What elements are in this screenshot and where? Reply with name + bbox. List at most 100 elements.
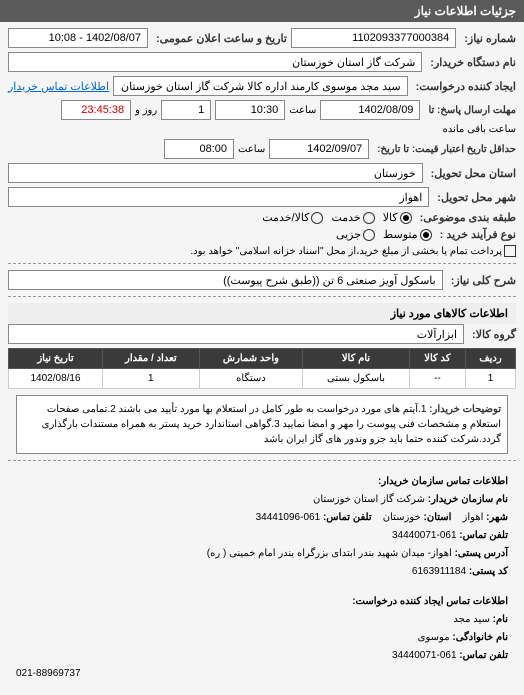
cphone-label: تلفن تماس: <box>459 650 508 661</box>
radio-icon <box>363 212 375 224</box>
contact-line: آدرس پستی: اهواز- میدان شهید بندر ابتدای… <box>16 545 508 563</box>
bpostal-value: 6163911184 <box>412 566 466 577</box>
creator-label: ایجاد کننده درخواست: <box>416 80 516 93</box>
bfax-value: 061-34440071 <box>392 530 457 541</box>
validity-date: 1402/09/07 <box>269 139 369 159</box>
divider <box>8 296 516 297</box>
row-payment: نوع فرآیند خرید : متوسط جزیی پرداخت تمام… <box>8 228 516 257</box>
bphone-value: 061-34441096 <box>256 512 321 523</box>
radio-label: کالا <box>383 211 398 224</box>
bprov-label: استان: <box>424 512 452 523</box>
bcity-value: اهواز <box>463 512 484 523</box>
goodsgroup-field: ابزارآلات <box>8 324 464 344</box>
form-area: شماره نیاز: 1102093377000384 تاریخ و ساع… <box>0 22 524 695</box>
contact-line: تلفن تماس: 061-34440071 <box>16 647 508 665</box>
radio-icon <box>400 212 412 224</box>
needdesc-label: شرح کلی نیاز: <box>451 274 516 287</box>
th-row: ردیف <box>466 349 516 369</box>
payment-radio-group: متوسط جزیی <box>336 228 432 241</box>
province-field: خوزستان <box>8 163 423 183</box>
radio-label: خدمت <box>331 211 360 224</box>
packaging-label: طبقه بندی موضوعی: <box>420 211 516 224</box>
goods-table: ردیف کد کالا نام کالا واحد شمارش تعداد /… <box>8 348 516 389</box>
cell-unit: دستگاه <box>199 369 303 389</box>
bphone-label: تلفن تماس: <box>323 512 372 523</box>
page-title: جزئیات اطلاعات نیاز <box>415 4 516 18</box>
cfamily-value: موسوی <box>418 632 450 643</box>
radio-item-partial[interactable]: جزیی <box>336 228 375 241</box>
checkbox-treasury[interactable]: پرداخت تمام یا بخشی از مبلغ خرید،از محل … <box>190 245 516 257</box>
row-deadline: مهلت ارسال پاسخ: تا 1402/08/09 ساعت 10:3… <box>8 100 516 135</box>
contact-link[interactable]: اطلاعات تماس خریدار <box>8 80 109 93</box>
publicdate-field: 1402/08/07 - 10:08 <box>8 28 148 48</box>
th-qty: تعداد / مقدار <box>103 349 200 369</box>
radio-label: جزیی <box>336 228 361 241</box>
row-needdesc: شرح کلی نیاز: باسکول آویز صنعتی 6 تن ((ط… <box>8 270 516 290</box>
cell-qty: 1 <box>103 369 200 389</box>
radio-label: متوسط <box>383 228 418 241</box>
row-city: شهر محل تحویل: اهواز <box>8 187 516 207</box>
buyerorg-field: شرکت گاز استان خوزستان <box>8 52 422 72</box>
radio-icon <box>311 212 323 224</box>
radio-label: کالا/خدمت <box>262 211 309 224</box>
validity-time-label: ساعت <box>238 144 265 155</box>
row-province: استان محل تحویل: خوزستان <box>8 163 516 183</box>
contact-line: نام: سید مجد <box>16 611 508 629</box>
payment-label: نوع فرآیند خرید : <box>440 228 516 241</box>
creator-contact-title: اطلاعات تماس ایجاد کننده درخواست: <box>16 593 508 611</box>
radio-item-medium[interactable]: متوسط <box>383 228 432 241</box>
divider <box>8 460 516 461</box>
cname-value: سید مجد <box>453 614 489 625</box>
remain-days: 1 <box>161 100 211 120</box>
city-label: شهر محل تحویل: <box>437 191 516 204</box>
buyer-contact-section: اطلاعات تماس سازمان خریدار: نام سازمان خ… <box>8 467 516 587</box>
packaging-radio-group: کالا خدمت کالا/خدمت <box>262 211 411 224</box>
cfamily-label: نام خانوادگی: <box>452 632 508 643</box>
deadline-time-label: ساعت <box>289 105 316 116</box>
radio-item-service[interactable]: خدمت <box>331 211 374 224</box>
reqno-label: شماره نیاز: <box>464 32 516 45</box>
notes-box: توضیحات خریدار: 1.آیتم های مورد درخواست … <box>16 395 508 454</box>
goodsgroup-label: گروه کالا: <box>472 328 516 341</box>
bfax-label: تلفن تماس: <box>459 530 508 541</box>
radio-item-goods[interactable]: کالا <box>383 211 412 224</box>
remain-time: 23:45:38 <box>61 100 131 120</box>
row-creator: ایجاد کننده درخواست: سید مجد موسوی کارمن… <box>8 76 516 96</box>
row-buyer: نام دستگاه خریدار: شرکت گاز استان خوزستا… <box>8 52 516 72</box>
creator-contact-section: اطلاعات تماس ایجاد کننده درخواست: نام: س… <box>8 587 516 689</box>
cell-name: باسکول بستی <box>303 369 410 389</box>
remain-label2: روز و <box>135 105 157 116</box>
cell-code: -- <box>409 369 465 389</box>
contact-line: نام سازمان خریدار: شرکت گاز استان خوزستا… <box>16 491 508 509</box>
th-code: کد کالا <box>409 349 465 369</box>
contact-line: نام خانوادگی: موسوی <box>16 629 508 647</box>
city-field: اهواز <box>8 187 429 207</box>
deadline-date: 1402/08/09 <box>320 100 420 120</box>
th-name: نام کالا <box>303 349 410 369</box>
table-row: 1 -- باسکول بستی دستگاه 1 1402/08/16 <box>9 369 516 389</box>
radio-icon <box>420 229 432 241</box>
baddr-label: آدرس پستی: <box>455 548 508 559</box>
contact-line: شهر: اهواز استان: خوزستان تلفن تماس: 061… <box>16 509 508 527</box>
radio-item-both[interactable]: کالا/خدمت <box>262 211 323 224</box>
page-header: جزئیات اطلاعات نیاز <box>0 0 524 22</box>
th-unit: واحد شمارش <box>199 349 303 369</box>
row-validity: حداقل تاریخ اعتبار قیمت: تا تاریخ: 1402/… <box>8 139 516 159</box>
cphone-value: 061-34440071 <box>392 650 457 661</box>
validity-time: 08:00 <box>164 139 234 159</box>
cell-date: 1402/08/16 <box>9 369 103 389</box>
province-label: استان محل تحویل: <box>431 167 516 180</box>
buyerorg-label: نام دستگاه خریدار: <box>430 56 516 69</box>
row-packaging: طبقه بندی موضوعی: کالا خدمت کالا/خدمت <box>8 211 516 224</box>
table-header-row: ردیف کد کالا نام کالا واحد شمارش تعداد /… <box>9 349 516 369</box>
cname-label: نام: <box>493 614 508 625</box>
notes-label: توضیحات خریدار: <box>429 404 501 415</box>
radio-icon <box>363 229 375 241</box>
orgname-label: نام سازمان خریدار: <box>428 494 508 505</box>
contact-line: کد پستی: 6163911184 <box>16 563 508 581</box>
row-goodsgroup: گروه کالا: ابزارآلات <box>8 324 516 344</box>
creator-field: سید مجد موسوی کارمند اداره کالا شرکت گاز… <box>113 76 408 96</box>
checkbox-icon <box>504 245 516 257</box>
row-reqno: شماره نیاز: 1102093377000384 تاریخ و ساع… <box>8 28 516 48</box>
bpostal-label: کد پستی: <box>469 566 508 577</box>
